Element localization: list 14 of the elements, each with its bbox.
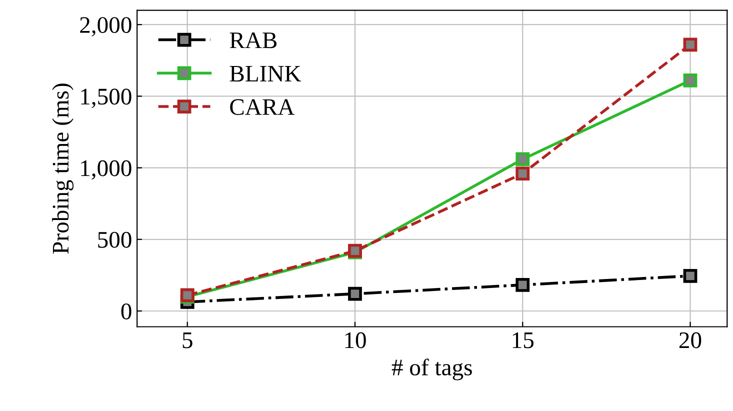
- legend-label: CARA: [230, 99, 295, 116]
- y-axis-title: Probing time (ms): [52, 84, 74, 254]
- legend-label: RAB: [230, 32, 277, 48]
- y-tick-label: 0: [121, 303, 132, 320]
- y-tick-label: 1,500: [81, 88, 132, 108]
- x-tick-label: 5: [182, 332, 192, 348]
- y-tick-label: 1,000: [81, 160, 132, 180]
- y-tick-label: 500: [98, 232, 132, 248]
- y-tick-label: 2,000: [80, 17, 132, 36]
- x-tick-label: 20: [679, 332, 702, 348]
- x-tick-label: 15: [512, 332, 534, 348]
- legend-label: BLINK: [230, 66, 302, 82]
- x-axis-title: # of tags: [392, 358, 472, 380]
- x-tick-label: 10: [345, 332, 366, 348]
